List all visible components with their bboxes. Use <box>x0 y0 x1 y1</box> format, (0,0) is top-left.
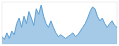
chart-container <box>0 0 119 46</box>
plot-area <box>2 5 117 44</box>
plot-frame <box>2 2 117 44</box>
chart-svg <box>0 0 119 46</box>
area-line <box>2 5 117 39</box>
area-fill <box>2 5 117 44</box>
